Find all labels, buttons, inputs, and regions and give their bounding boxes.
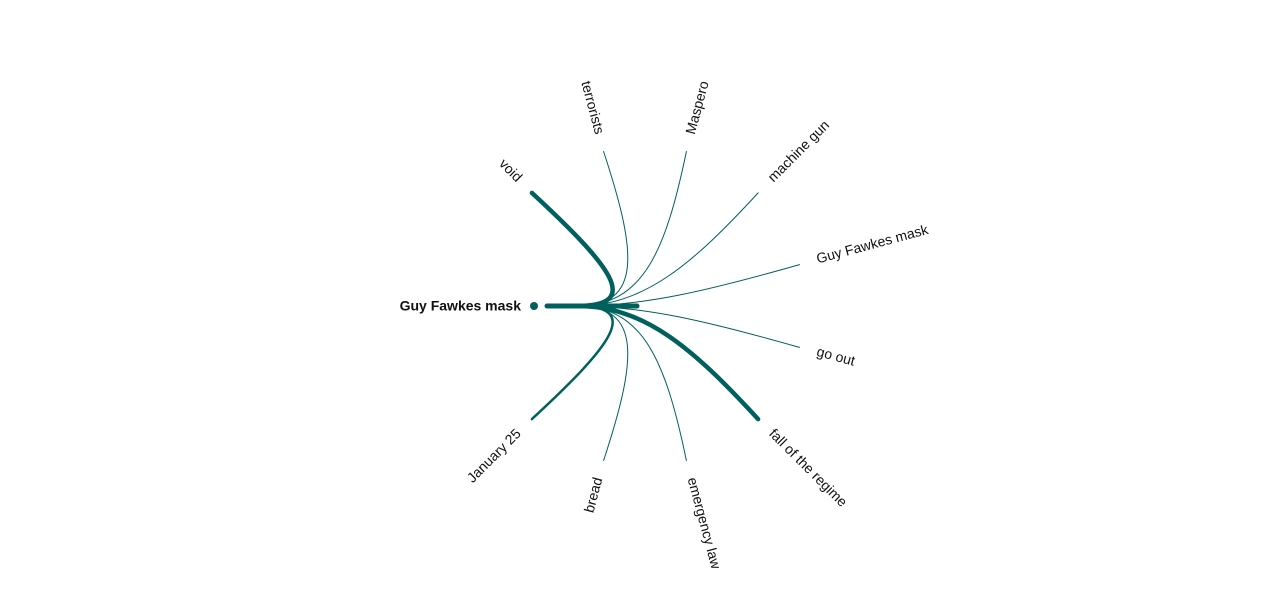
- leaf-label-group: void terrorists Maspero machine gun Guy Fawk…: [464, 79, 931, 572]
- edge-group: [529, 151, 800, 461]
- link-edge: [529, 190, 615, 309]
- root-node-dot[interactable]: [530, 302, 538, 310]
- link-edge: [576, 151, 687, 307]
- link-label[interactable]: terrorists: [578, 79, 608, 136]
- link-edge: [576, 305, 687, 461]
- link-label[interactable]: Guy Fawkes mask: [814, 221, 930, 267]
- link-edge: [576, 264, 800, 307]
- link-label[interactable]: machine gun: [764, 117, 832, 185]
- link-label[interactable]: go out: [815, 343, 857, 369]
- link-edge: [530, 304, 614, 421]
- link-edge: [576, 192, 759, 307]
- link-label[interactable]: bread: [581, 475, 606, 514]
- link-edge: [574, 303, 761, 422]
- link-edge: [576, 305, 629, 461]
- link-edge: [576, 151, 629, 307]
- link-label[interactable]: Maspero: [682, 79, 712, 136]
- link-label[interactable]: January 25: [464, 425, 524, 485]
- link-label[interactable]: void: [496, 155, 525, 184]
- link-label[interactable]: emergency law: [685, 475, 725, 571]
- link-label[interactable]: fall of the regime: [766, 425, 851, 510]
- root-node-label[interactable]: Guy Fawkes mask: [400, 298, 522, 314]
